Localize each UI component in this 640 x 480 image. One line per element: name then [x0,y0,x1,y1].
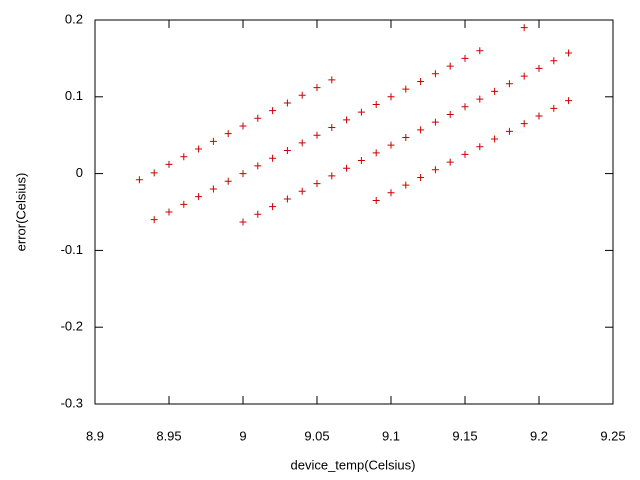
point [343,164,351,172]
point [535,112,543,120]
point [387,141,395,149]
x-tick-label: 9.05 [304,428,329,443]
point [476,47,484,55]
point [431,166,439,174]
x-tick-label: 9.2 [530,428,548,443]
point [209,185,217,193]
point [402,85,410,93]
point [165,208,173,216]
point [254,162,262,170]
point [387,189,395,197]
point [417,77,425,85]
point [239,218,247,226]
point [254,114,262,122]
point [550,104,558,112]
x-tick-label: 9.1 [382,428,400,443]
point [195,145,203,153]
point [313,180,321,188]
point [505,80,513,88]
point [298,91,306,99]
point [372,149,380,157]
point [328,124,336,132]
point [343,116,351,124]
point [476,143,484,151]
y-axis-label: error(Celsius) [13,173,28,252]
point [224,177,232,185]
point [520,120,528,128]
point [150,169,158,177]
point [269,107,277,115]
point [313,84,321,92]
point [298,139,306,147]
point [505,127,513,135]
x-tick-label: 8.95 [156,428,181,443]
point [461,150,469,158]
x-tick-label: 9.15 [452,428,477,443]
point [180,153,188,161]
point [269,154,277,162]
point [446,62,454,70]
point [254,210,262,218]
point [372,196,380,204]
y-tick-label: 0.1 [65,88,83,103]
point [372,100,380,108]
point [135,176,143,184]
point [150,216,158,224]
point [446,158,454,166]
point [165,160,173,168]
point [209,137,217,145]
point [224,130,232,138]
y-tick-label: 0.2 [65,11,83,26]
point [461,103,469,111]
point [313,131,321,139]
point [431,70,439,78]
y-tick-label: -0.3 [61,395,83,410]
x-tick-label: 9.25 [600,428,625,443]
x-tick-label: 8.9 [86,428,104,443]
point [491,87,499,95]
x-axis-label: device_temp(Celsius) [291,457,416,472]
point [491,135,499,143]
point [180,200,188,208]
point [328,76,336,84]
point [417,173,425,181]
point [431,118,439,126]
point [239,122,247,130]
point [357,157,365,165]
point [283,99,291,107]
x-tick-label: 9 [239,428,246,443]
point [357,108,365,116]
point [328,172,336,180]
point [402,134,410,142]
point [535,64,543,72]
point [565,49,573,57]
point [283,147,291,155]
plot-border [94,19,614,405]
point [195,193,203,201]
y-tick-label: -0.2 [61,319,83,334]
point [550,57,558,65]
point [446,110,454,118]
point [520,72,528,80]
point [283,195,291,203]
point [402,181,410,189]
point [461,54,469,62]
point [417,126,425,134]
point [269,203,277,211]
y-tick-label: 0 [76,165,83,180]
point [565,97,573,105]
point [476,95,484,103]
point [387,93,395,101]
point [520,24,528,32]
point [239,170,247,178]
point [298,187,306,195]
y-tick-label: -0.1 [61,242,83,257]
